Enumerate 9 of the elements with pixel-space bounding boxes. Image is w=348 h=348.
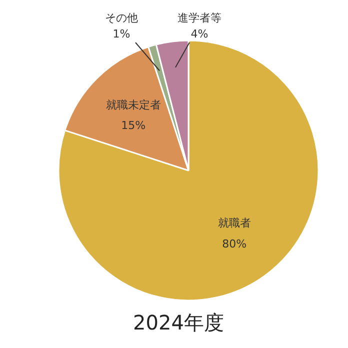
slice-label: その他 <box>104 11 138 24</box>
data-label: 4% <box>190 28 208 40</box>
data-label: 1% <box>112 28 130 40</box>
slice-label: 就職者 <box>218 216 251 230</box>
text: 2024年度 <box>133 310 224 334</box>
data-label: 80% <box>222 238 247 251</box>
slice-label: 進学者等 <box>177 11 222 24</box>
data-label: 15% <box>121 119 146 132</box>
slice-label: 就職未定者 <box>106 98 161 112</box>
